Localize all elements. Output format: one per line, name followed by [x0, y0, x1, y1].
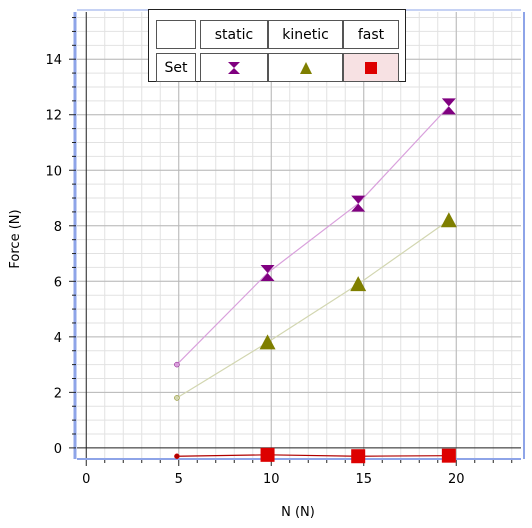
series-line-kinetic	[176, 219, 450, 399]
y-tick-label: 14	[45, 53, 62, 68]
grid	[77, 12, 521, 459]
data-point-kinetic	[259, 334, 276, 350]
data-point-kinetic	[350, 276, 367, 292]
series-fast	[174, 447, 456, 464]
legend-static-marker-cell[interactable]	[200, 53, 268, 82]
legend-column-fast[interactable]: fast	[343, 20, 399, 49]
y-axis-title: Force (N)	[8, 209, 23, 268]
data-point-kinetic	[174, 395, 180, 401]
x-tick-label: 15	[355, 472, 372, 487]
x-tick-label: 20	[448, 472, 465, 487]
x-tick-label: 0	[82, 472, 90, 487]
data-point-fast	[260, 447, 275, 462]
data-point-kinetic	[440, 212, 457, 228]
y-tick-label: 12	[45, 109, 62, 124]
data-point-static	[260, 264, 275, 281]
triangle-marker-icon	[299, 61, 312, 74]
series-kinetic	[174, 212, 457, 401]
legend-fast-marker-cell[interactable]	[343, 53, 399, 82]
x-tick-label: 10	[263, 472, 280, 487]
legend-kinetic-marker-cell[interactable]	[268, 53, 343, 82]
y-tick-label: 8	[54, 220, 62, 235]
square-marker-icon	[365, 61, 377, 74]
y-tick-label: 0	[54, 442, 62, 457]
data-point-static	[351, 195, 366, 212]
data-point-static	[174, 361, 180, 368]
plot-series	[174, 98, 457, 464]
data-point-fast	[441, 448, 456, 463]
y-tick-label: 6	[54, 275, 62, 290]
legend-row-label: Set	[156, 53, 196, 82]
x-axis-title: N (N)	[281, 505, 315, 520]
hourglass-marker-icon	[228, 61, 240, 74]
series-line-fast	[176, 454, 449, 457]
y-tick-label: 10	[45, 164, 62, 179]
y-tick-label: 2	[54, 386, 62, 401]
axes: 0 5 10 15 20 0 2 4 6 8 10 12 14	[45, 9, 525, 487]
data-point-fast	[351, 449, 366, 464]
series-line-static	[176, 105, 450, 366]
legend-column-static[interactable]: static	[200, 20, 268, 49]
legend-column-kinetic[interactable]: kinetic	[268, 20, 343, 49]
legend-header-blank[interactable]	[156, 20, 196, 49]
x-tick-label: 5	[175, 472, 183, 487]
legend-table: static kinetic fast Set	[148, 9, 406, 82]
data-point-static	[441, 98, 456, 115]
data-point-fast	[174, 453, 180, 459]
series-static	[174, 98, 456, 368]
y-tick-label: 4	[54, 331, 62, 346]
